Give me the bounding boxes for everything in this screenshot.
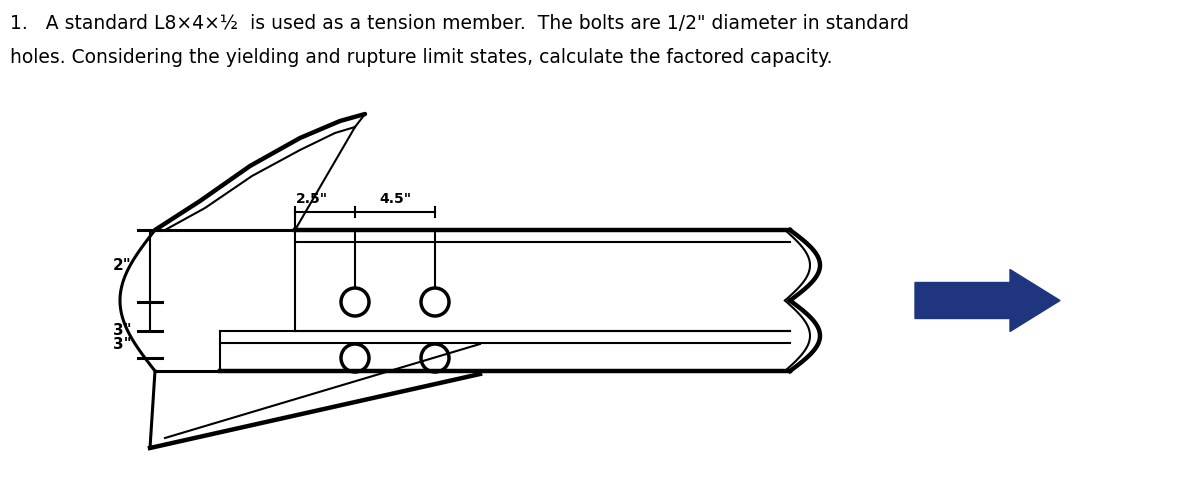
Text: holes. Considering the yielding and rupture limit states, calculate the factored: holes. Considering the yielding and rupt…: [10, 48, 833, 67]
Text: 1.   A standard L8×4×½  is used as a tension member.  The bolts are 1/2" diamete: 1. A standard L8×4×½ is used as a tensio…: [10, 14, 910, 33]
Text: 4.5": 4.5": [379, 192, 412, 206]
FancyArrow shape: [916, 270, 1060, 331]
Text: 3": 3": [113, 323, 131, 337]
Text: 2": 2": [113, 259, 131, 274]
Text: 2.5": 2.5": [296, 192, 328, 206]
Text: 3": 3": [113, 337, 131, 352]
